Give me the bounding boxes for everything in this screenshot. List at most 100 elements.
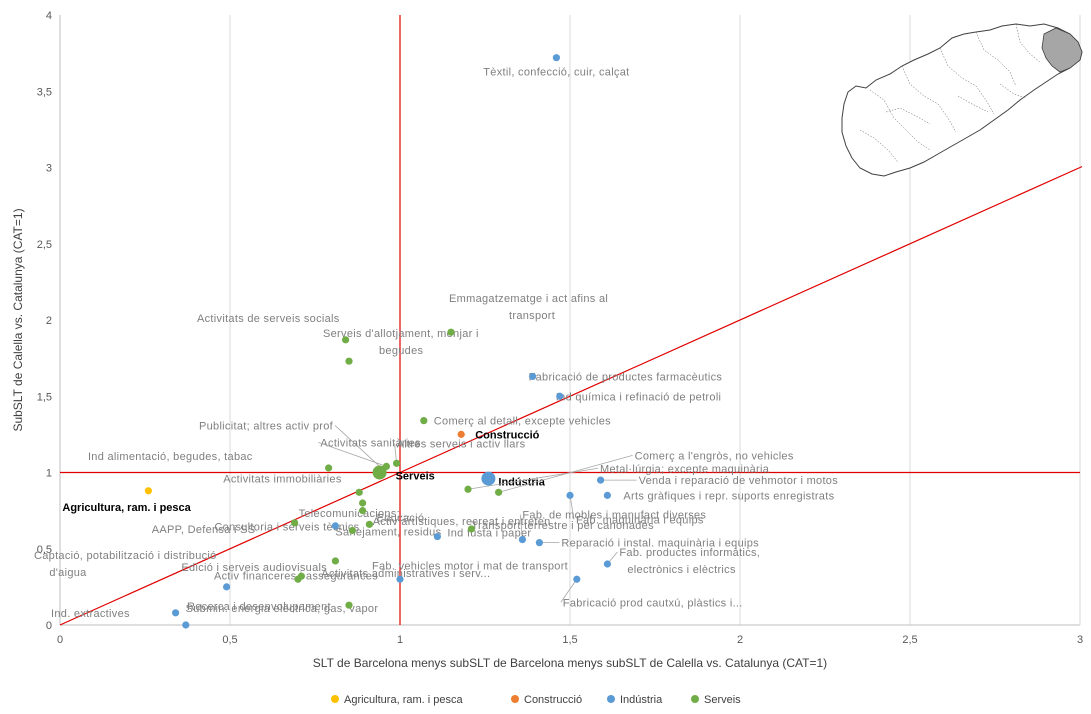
y-tick-label: 2,5: [37, 239, 52, 251]
data-point: [144, 487, 152, 495]
x-tick-label: 2: [737, 634, 743, 646]
x-tick-label: 1: [397, 634, 403, 646]
data-point: [556, 392, 564, 400]
point-label: Transport terrestre i per canonades: [471, 520, 654, 532]
data-point: [291, 519, 299, 527]
point-label: Recerca i desenvolupament: [187, 601, 331, 613]
data-point: [457, 430, 465, 438]
data-point: [325, 464, 333, 472]
data-point: [331, 557, 339, 565]
data-point: [172, 609, 180, 617]
data-point: [348, 526, 356, 535]
point-label: Fabricació prod cautxú, plàstics i...: [563, 597, 743, 609]
point-label: Reparació i instal. maquinària i equips: [561, 538, 759, 550]
point-label: Comerç al detall, excepte vehicles: [434, 416, 611, 428]
data-point: [342, 336, 350, 344]
y-tick-label: 3,5: [37, 86, 52, 98]
leader-line: [560, 579, 578, 603]
point-label: Ind química i refinació de petroli: [556, 391, 722, 403]
point-label: Activitats administratives i serv...: [321, 568, 490, 580]
point-label: Activ artístiques, recreat i entreten: [373, 516, 551, 528]
point-label: Fabricació de productes farmacèutics: [529, 371, 723, 383]
point-label: Serveis d'allotjament, menjar i begudes: [323, 328, 479, 357]
data-point: [359, 499, 367, 507]
data-point: [566, 491, 574, 499]
data-point: [495, 488, 503, 496]
data-point: [518, 536, 527, 544]
region-map-inset: [841, 23, 1083, 177]
data-point: [573, 575, 581, 583]
data-point: [603, 560, 612, 568]
point-label: Metal·lúrgia; excepte maquinària: [600, 463, 770, 475]
point-label: Construcció: [475, 429, 539, 441]
point-label: Consultoria i serveis tècnics: [214, 521, 359, 533]
point-label: Telecomunicacions;...: [299, 508, 410, 520]
point-label: Publicitat; altres activ prof: [199, 420, 334, 432]
leader-line: [318, 442, 387, 467]
data-point: [481, 471, 496, 486]
leader-line: [467, 467, 599, 490]
reference-line-diagonal-end: [1079, 166, 1083, 169]
point-label: Fab. de mobles i manufact diverses: [522, 510, 706, 522]
data-points: [144, 54, 612, 629]
point-label: Fab. productes informàtics, electrònics i…: [619, 547, 760, 576]
data-point: [365, 520, 373, 528]
y-axis-title: SubSLT de Calella vs. Catalunya (CAT=1): [11, 208, 25, 431]
point-label: Tèxtil, confecció, cuir, calçat: [483, 67, 629, 79]
y-tick-label: 1: [46, 468, 52, 480]
point-label: Venda i reparació de vehmotor i motos: [639, 475, 839, 487]
legend-entry: Indústria: [620, 694, 663, 706]
point-label: AAPP, Defensa i SS: [152, 524, 256, 536]
legend-marker: [331, 695, 339, 703]
data-point: [464, 485, 472, 493]
point-label: Fab. vehicles motor i mat de transport: [372, 560, 568, 572]
legend-entry: Agricultura, ram. i pesca: [344, 694, 463, 706]
point-labels: Agricultura, ram. i pesca Construcció Indú…: [34, 67, 838, 620]
legend-entry: Serveis: [704, 694, 741, 706]
x-tick-label: 0: [57, 634, 63, 646]
legend-marker: [511, 695, 519, 703]
reference-line-diagonal: [59, 166, 1081, 626]
point-label: Educació: [377, 513, 425, 525]
x-tick-label: 3: [1077, 634, 1083, 646]
data-point: [447, 328, 455, 336]
point-label: Fab. maquinària i equips: [576, 514, 704, 526]
point-label: Activitats sanitàries: [320, 437, 421, 449]
data-point: [223, 583, 231, 591]
data-point: [393, 459, 401, 467]
point-label: Arts gràfiques i repr. suports enregistr…: [623, 490, 834, 502]
data-point: [535, 539, 544, 547]
y-tick-label: 1,5: [37, 391, 52, 403]
axes: 0 0,5 1 1,5 2 2,5 3 0 0,5 1 1,5 2 2,5 3 3,5 4 SLT de Bar…: [11, 10, 1083, 670]
leader-line: [569, 495, 575, 520]
data-point: [467, 525, 475, 533]
point-label: Activ financeres i assegurances: [214, 570, 378, 582]
data-point: [345, 601, 353, 609]
data-point: [597, 476, 605, 484]
point-label: Altres serveis i activ llars: [397, 438, 526, 450]
x-tick-label: 2,5: [902, 634, 917, 646]
point-label: Agricultura, ram. i pesca: [62, 502, 191, 514]
y-tick-label: 2: [46, 315, 52, 327]
point-label: Comerç a l'engròs, no vehicles: [635, 450, 794, 462]
point-label: Edició i serveis audiovisuals: [181, 562, 327, 574]
data-point: [359, 507, 367, 515]
legend-marker: [691, 695, 699, 703]
data-point: [345, 357, 353, 365]
data-point: [529, 372, 537, 381]
data-point: [552, 54, 561, 62]
point-label: Activitats immobiliàries: [223, 473, 342, 485]
data-point: [433, 532, 441, 541]
data-point: [355, 488, 363, 496]
legend: Agricultura, ram. i pesca Construcció Indú…: [331, 694, 741, 706]
point-label: Sanejament, residus: [335, 526, 441, 538]
leader-line: [520, 514, 523, 540]
y-tick-label: 0,5: [37, 544, 52, 556]
data-point: [396, 575, 404, 583]
data-point: [603, 491, 612, 499]
point-label: Serveis: [396, 471, 435, 483]
point-label: Submin. energia elèctrica, gas, vapor: [186, 603, 379, 615]
y-tick-label: 0: [46, 620, 52, 632]
x-tick-label: 1,5: [562, 634, 577, 646]
data-point: [331, 522, 339, 530]
